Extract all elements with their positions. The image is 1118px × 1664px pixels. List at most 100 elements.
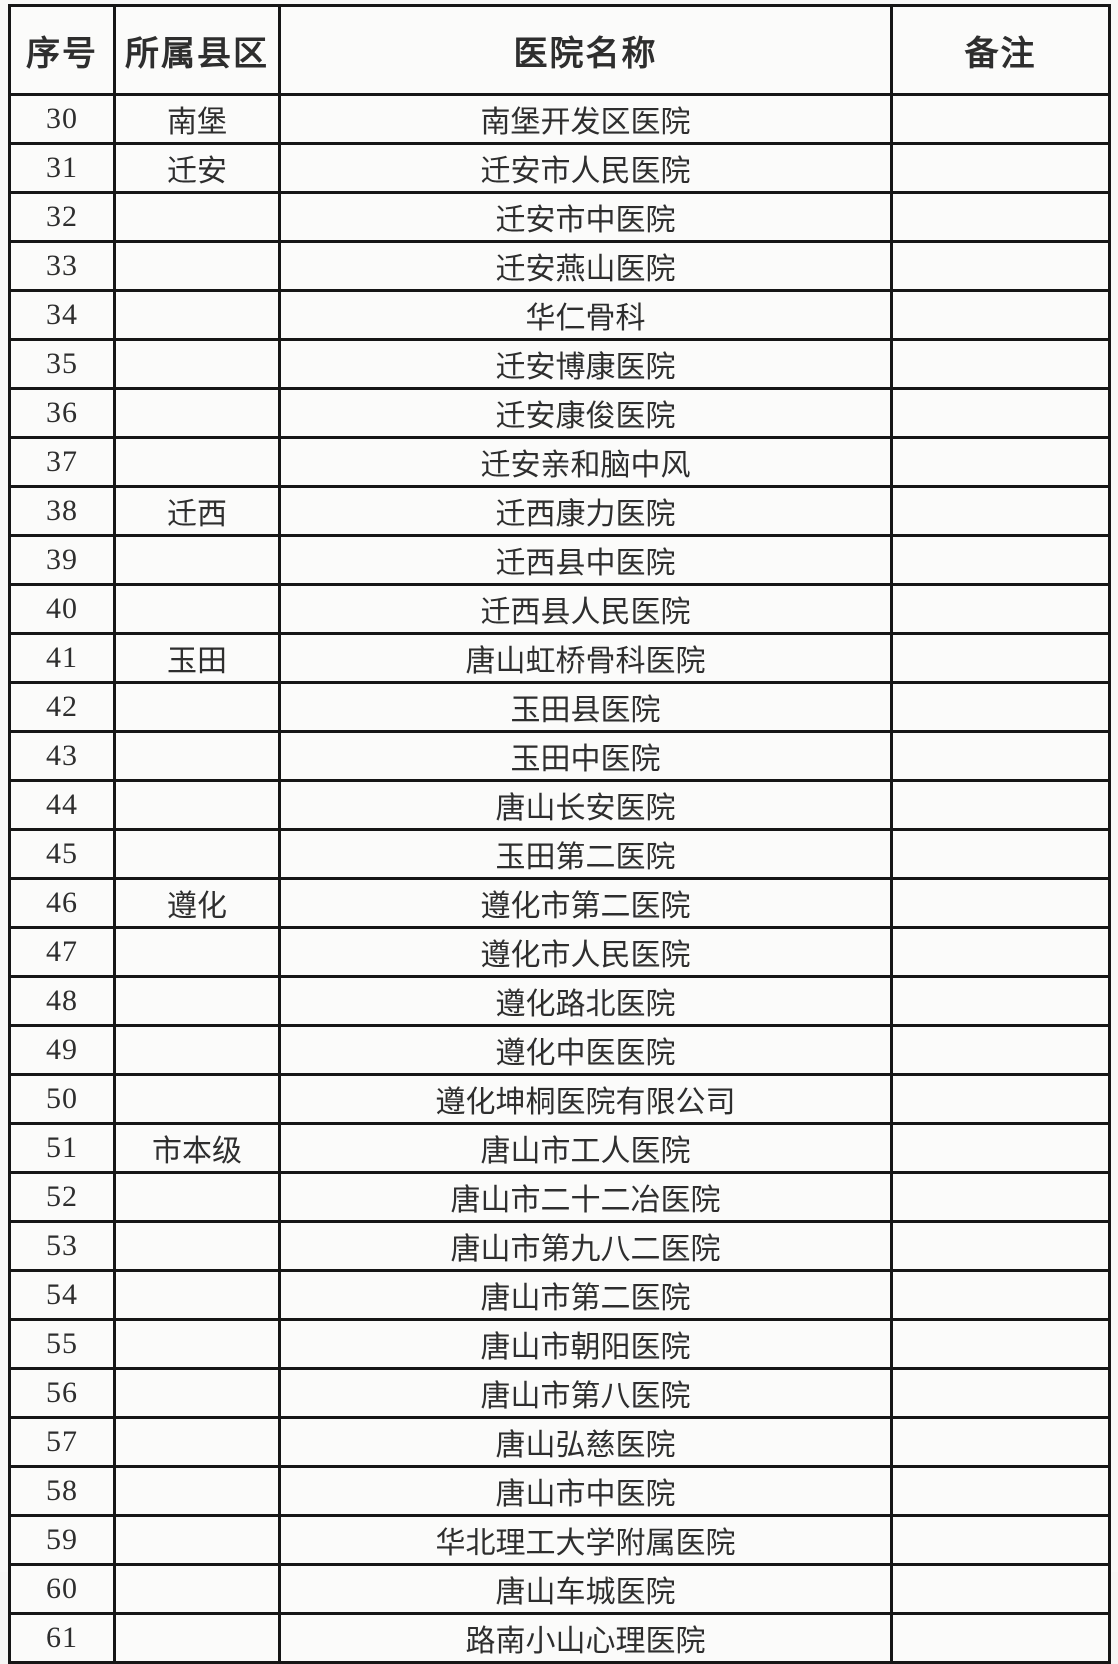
- row-index-cell: 32: [8, 191, 116, 243]
- row-county-cell: [113, 1318, 281, 1370]
- row-index-cell: 58: [8, 1465, 116, 1517]
- row-county-cell: [113, 828, 281, 880]
- row-remark-cell: [890, 1367, 1111, 1419]
- row-county-cell: [113, 387, 281, 439]
- row-county-cell: [113, 779, 281, 831]
- row-remark-cell: [890, 338, 1111, 390]
- table-row: 53 唐山市第九八二医院: [8, 1220, 1111, 1272]
- row-index-cell: 46: [8, 877, 116, 929]
- row-remark-cell: [890, 681, 1111, 733]
- row-remark-cell: [890, 1171, 1111, 1223]
- row-hospital-cell: 玉田县医院: [278, 681, 893, 733]
- table-row: 40 迁西县人民医院: [8, 583, 1111, 635]
- row-county-cell: [113, 681, 281, 733]
- row-hospital-cell: 唐山虹桥骨科医院: [278, 632, 893, 684]
- row-remark-cell: [890, 1514, 1111, 1566]
- row-remark-cell: [890, 289, 1111, 341]
- row-hospital-cell: 唐山长安医院: [278, 779, 893, 831]
- table-row: 54 唐山市第二医院: [8, 1269, 1111, 1321]
- row-remark-cell: [890, 1318, 1111, 1370]
- table-row: 58 唐山市中医院: [8, 1465, 1111, 1517]
- row-index-cell: 47: [8, 926, 116, 978]
- row-remark-cell: [890, 387, 1111, 439]
- row-remark-cell: [890, 436, 1111, 488]
- column-header-index: 序号: [8, 4, 116, 96]
- row-index-cell: 35: [8, 338, 116, 390]
- row-index-cell: 39: [8, 534, 116, 586]
- table-row: 45 玉田第二医院: [8, 828, 1111, 880]
- row-remark-cell: [890, 1220, 1111, 1272]
- table-row: 30 南堡 南堡开发区医院: [8, 93, 1111, 145]
- row-hospital-cell: 遵化坤桐医院有限公司: [278, 1073, 893, 1125]
- row-county-cell: [113, 191, 281, 243]
- table-row: 44 唐山长安医院: [8, 779, 1111, 831]
- row-index-cell: 34: [8, 289, 116, 341]
- table-row: 61 路南小山心理医院: [8, 1612, 1111, 1664]
- row-index-cell: 48: [8, 975, 116, 1027]
- row-county-cell: 遵化: [113, 877, 281, 929]
- table-row: 43 玉田中医院: [8, 730, 1111, 782]
- row-remark-cell: [890, 485, 1111, 537]
- row-index-cell: 30: [8, 93, 116, 145]
- row-county-cell: [113, 583, 281, 635]
- row-index-cell: 53: [8, 1220, 116, 1272]
- row-county-cell: 玉田: [113, 632, 281, 684]
- row-index-cell: 44: [8, 779, 116, 831]
- row-remark-cell: [890, 1416, 1111, 1468]
- row-remark-cell: [890, 240, 1111, 292]
- table-row: 36 迁安康俊医院: [8, 387, 1111, 439]
- row-county-cell: [113, 1024, 281, 1076]
- row-index-cell: 33: [8, 240, 116, 292]
- row-county-cell: [113, 1612, 281, 1664]
- row-county-cell: [113, 534, 281, 586]
- row-index-cell: 31: [8, 142, 116, 194]
- table-row: 55 唐山市朝阳医院: [8, 1318, 1111, 1370]
- hospital-list-table: 序号 所属县区 医院名称 备注 30 南堡 南堡开发区医院 31 迁安 迁安市人…: [8, 4, 1111, 1664]
- row-county-cell: [113, 1171, 281, 1223]
- column-header-hospital: 医院名称: [278, 4, 893, 96]
- row-remark-cell: [890, 926, 1111, 978]
- row-index-cell: 59: [8, 1514, 116, 1566]
- row-hospital-cell: 路南小山心理医院: [278, 1612, 893, 1664]
- row-county-cell: [113, 926, 281, 978]
- row-index-cell: 50: [8, 1073, 116, 1125]
- row-county-cell: [113, 1465, 281, 1517]
- row-county-cell: [113, 289, 281, 341]
- table-row: 57 唐山弘慈医院: [8, 1416, 1111, 1468]
- column-header-remark: 备注: [890, 4, 1111, 96]
- row-hospital-cell: 遵化路北医院: [278, 975, 893, 1027]
- row-hospital-cell: 唐山市二十二冶医院: [278, 1171, 893, 1223]
- row-county-cell: [113, 1220, 281, 1272]
- row-hospital-cell: 迁西县中医院: [278, 534, 893, 586]
- row-hospital-cell: 迁西县人民医院: [278, 583, 893, 635]
- table-row: 41 玉田 唐山虹桥骨科医院: [8, 632, 1111, 684]
- row-county-cell: [113, 1073, 281, 1125]
- row-hospital-cell: 迁安康俊医院: [278, 387, 893, 439]
- row-index-cell: 41: [8, 632, 116, 684]
- row-remark-cell: [890, 877, 1111, 929]
- row-hospital-cell: 华北理工大学附属医院: [278, 1514, 893, 1566]
- row-remark-cell: [890, 191, 1111, 243]
- table-row: 34 华仁骨科: [8, 289, 1111, 341]
- row-index-cell: 45: [8, 828, 116, 880]
- row-county-cell: [113, 1416, 281, 1468]
- table-row: 35 迁安博康医院: [8, 338, 1111, 390]
- table-row: 46 遵化 遵化市第二医院: [8, 877, 1111, 929]
- row-remark-cell: [890, 1073, 1111, 1125]
- table-row: 47 遵化市人民医院: [8, 926, 1111, 978]
- table-row: 37 迁安亲和脑中风: [8, 436, 1111, 488]
- row-index-cell: 49: [8, 1024, 116, 1076]
- row-hospital-cell: 迁安燕山医院: [278, 240, 893, 292]
- row-county-cell: [113, 338, 281, 390]
- row-hospital-cell: 玉田中医院: [278, 730, 893, 782]
- row-index-cell: 42: [8, 681, 116, 733]
- table-row: 59 华北理工大学附属医院: [8, 1514, 1111, 1566]
- table-row: 33 迁安燕山医院: [8, 240, 1111, 292]
- row-county-cell: 南堡: [113, 93, 281, 145]
- row-remark-cell: [890, 534, 1111, 586]
- row-remark-cell: [890, 975, 1111, 1027]
- document-page: 序号 所属县区 医院名称 备注 30 南堡 南堡开发区医院 31 迁安 迁安市人…: [8, 4, 1111, 1664]
- row-remark-cell: [890, 583, 1111, 635]
- row-index-cell: 55: [8, 1318, 116, 1370]
- row-hospital-cell: 迁安亲和脑中风: [278, 436, 893, 488]
